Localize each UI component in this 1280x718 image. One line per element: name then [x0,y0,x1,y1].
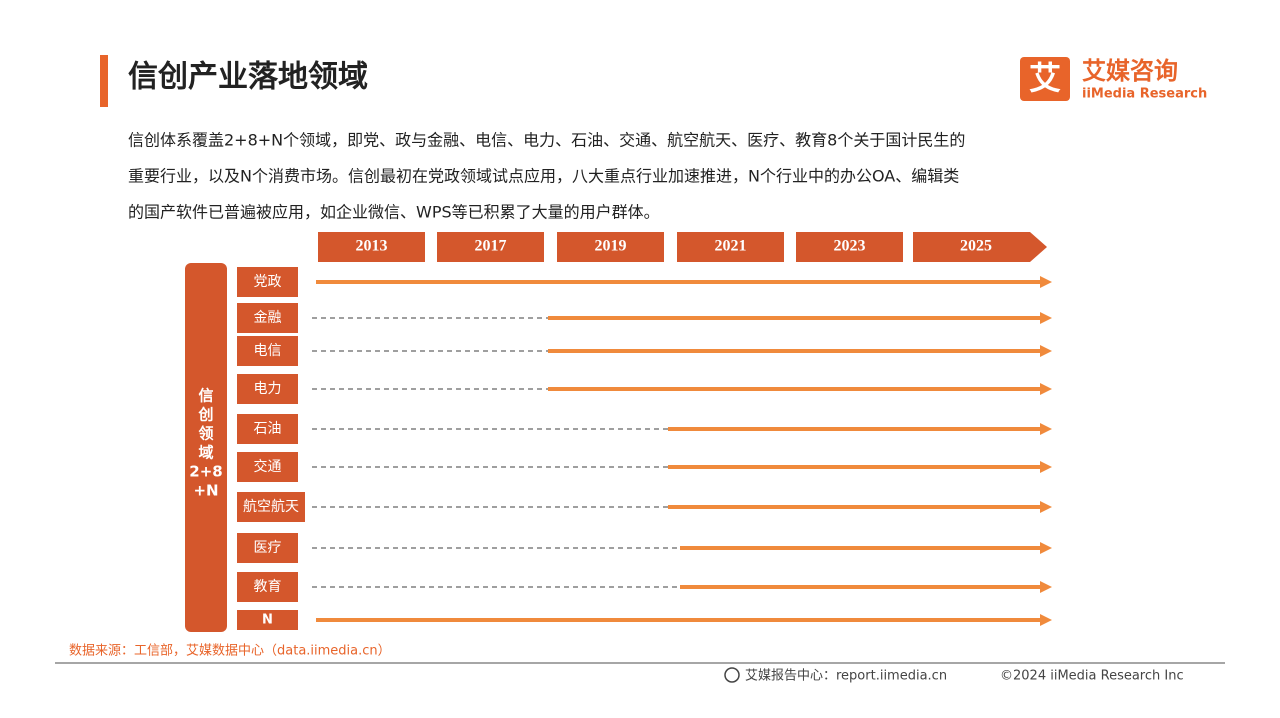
title: 信创产业落地领域 [128,60,368,95]
row-box [237,374,298,404]
row-label: N [262,613,273,628]
logo-box [1020,57,1070,101]
group-box [185,263,227,632]
row-box [237,610,298,630]
arrow-head [1040,542,1052,554]
year-box [796,232,903,262]
group-label: +N [193,482,218,500]
row-label: 电力 [254,381,282,397]
row-label: 党政 [254,274,282,290]
row-box [237,414,298,444]
year-box [557,232,664,262]
row-box [237,336,298,366]
year-label: 2021 [715,238,747,255]
row-label: 石油 [254,421,282,437]
arrow-head [1040,345,1052,357]
arrow-head [1040,461,1052,473]
row-box [237,452,298,482]
globe-icon [724,667,740,683]
year-label: 2023 [834,238,866,255]
arrow-head [1040,423,1052,435]
row-box [237,267,298,297]
group-label: 创 [197,406,213,424]
source: 数据来源：工信部，艾媒数据中心（data.iimedia.cn） [69,644,391,659]
year-box [437,232,544,262]
arrow-head [1040,581,1052,593]
year-box [318,232,425,262]
row-box [237,303,298,333]
year-box [677,232,784,262]
group-label: 领 [197,425,213,443]
logo-mark: 艾 [1029,59,1061,97]
arrow-head [1040,276,1052,288]
row-label: 电信 [254,343,282,359]
arrow-head [1040,383,1052,395]
logo-name: 艾媒咨询 [1082,57,1178,85]
intro-line: 信创体系覆盖2+8+N个领域，即党、政与金融、电信、电力、石油、交通、航空航天、… [128,131,965,150]
row-label: 交通 [254,458,282,475]
group-label: 域 [198,444,213,462]
year-arrow [913,232,1047,262]
intro-line: 的国产软件已普遍被应用，如企业微信、WPS等已积累了大量的用户群体。 [128,203,660,222]
row-label: 航空航天 [243,499,299,515]
group-label: 信 [198,387,213,405]
row-box [237,533,298,563]
footer-report: 艾媒报告中心：report.iimedia.cn [745,669,947,684]
row-box [237,572,298,602]
arrow-head [1040,614,1052,626]
row-label: 医疗 [254,540,282,556]
row-label: 金融 [254,310,282,326]
year-label: 2025 [960,238,992,255]
intro-line: 重要行业，以及N个消费市场。信创最初在党政领域试点应用，八大重点行业加速推进，N… [128,167,959,186]
row-label: 教育 [254,579,282,595]
year-label: 2019 [595,238,627,255]
logo-en: iiMedia Research [1082,87,1207,102]
arrow-head [1040,312,1052,324]
footer-copyright: ©2024 iiMedia Research Inc [1000,669,1184,684]
row-box [237,492,305,522]
title-accent [100,55,108,107]
arrow-head [1040,501,1052,513]
year-label: 2017 [475,238,507,255]
group-label: 2+8 [189,463,222,481]
year-label: 2013 [356,238,388,255]
